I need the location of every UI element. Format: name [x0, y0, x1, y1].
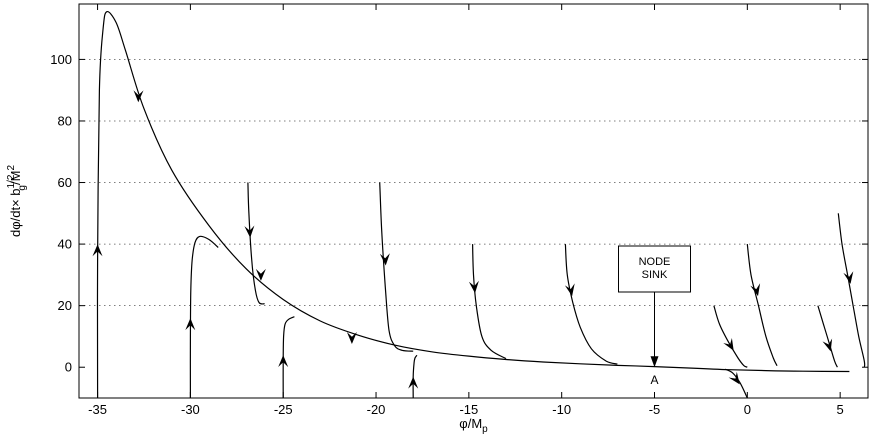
- trajectory-arrowhead: [750, 283, 761, 297]
- y-tick-label: 60: [58, 175, 72, 190]
- trajectory-line-5: [379, 182, 414, 352]
- trajectory-arrowhead: [346, 332, 357, 344]
- trajectory-line-11: [837, 213, 866, 368]
- y-axis-label-tail: /M: [8, 171, 23, 185]
- trajectory-line-6: [472, 244, 507, 360]
- point-label-a: A: [650, 373, 658, 387]
- trajectories: [96, 11, 866, 399]
- trajectory-line-2: [282, 316, 295, 399]
- trajectory-arrowhead: [133, 90, 144, 103]
- y-axis-label-subscript: g: [17, 185, 28, 191]
- trajectory-line-4: [247, 182, 265, 305]
- x-axis-label-subscript: p: [482, 424, 488, 435]
- y-axis-label: dφ/dt× b1/2g/M2: [6, 165, 28, 237]
- trajectory-line-10: [817, 305, 838, 368]
- trajectory-arrowhead: [379, 253, 390, 266]
- trajectory-arrowhead: [244, 225, 255, 238]
- x-tick-label: -15: [459, 402, 478, 417]
- trajectory-arrowhead: [408, 376, 419, 389]
- x-tick-label: -20: [367, 402, 386, 417]
- trajectory-arrowhead: [564, 283, 575, 297]
- trajectory-arrowhead: [255, 268, 266, 281]
- trajectory-line-8: [713, 305, 748, 368]
- trajectory-arrowhead: [723, 338, 734, 351]
- y-tick-label: 100: [50, 52, 72, 67]
- x-tick-label: -35: [88, 402, 107, 417]
- trajectory-arrowhead: [185, 318, 196, 331]
- x-tick-label: -30: [181, 402, 200, 417]
- annotation-text-line-1: NODE: [639, 256, 671, 268]
- x-axis-label-main: φ/M: [459, 416, 482, 431]
- y-axis-label-tail-superscript: 2: [6, 165, 17, 171]
- y-axis-label-main: dφ/dt× b: [8, 188, 23, 237]
- node-sink-annotation: NODE SINK A: [618, 245, 692, 387]
- y-tick-label: 80: [58, 113, 72, 128]
- trajectory-arrowhead: [468, 280, 479, 294]
- trajectory-arrowhead: [822, 338, 833, 352]
- trajectory-line-9: [746, 244, 778, 366]
- trajectory-line-1: [189, 235, 219, 399]
- plot-frame: [78, 3, 869, 399]
- axis-ticks: 0 20 40 60 80 100 -35 -30 -25 -20 -15 -10 -5 0 5: [50, 4, 868, 417]
- annotation-box: [618, 245, 692, 293]
- x-tick-label: -5: [649, 402, 661, 417]
- trajectory-arrowhead: [843, 271, 854, 284]
- y-tick-label: 40: [58, 237, 72, 252]
- y-tick-label: 0: [65, 360, 72, 375]
- annotation-pointer-arrowhead: [650, 356, 659, 368]
- trajectory-arrowhead: [278, 355, 289, 368]
- trajectory-line-12: [724, 368, 748, 399]
- trajectory-line-0: [96, 11, 850, 399]
- annotation-text-line-2: SINK: [642, 269, 668, 281]
- x-tick-label: 0: [744, 402, 751, 417]
- x-axis-label: φ/Mp: [459, 416, 488, 435]
- x-tick-label: 5: [837, 402, 844, 417]
- y-axis-label-superscript: 1/2: [6, 174, 17, 188]
- trajectory-line-7: [564, 244, 618, 365]
- y-tick-label: 20: [58, 298, 72, 313]
- trajectory-arrowhead: [728, 371, 740, 385]
- x-tick-label: -10: [552, 402, 571, 417]
- trajectory-arrowhead: [92, 244, 103, 257]
- x-tick-label: -25: [274, 402, 293, 417]
- trajectory-line-3: [412, 354, 418, 399]
- direction-arrows: [92, 90, 854, 389]
- grid-lines: [79, 59, 868, 307]
